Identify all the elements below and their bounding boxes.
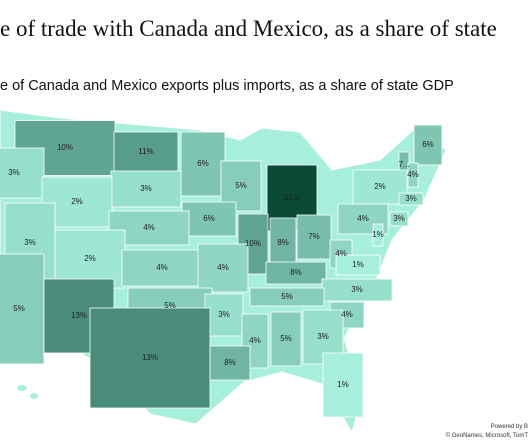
region: [197, 243, 249, 293]
region-label: 3%: [8, 168, 20, 177]
region: [389, 211, 409, 227]
region-label: 8%: [224, 358, 236, 367]
region-label: 5%: [235, 181, 247, 190]
region-label: 6%: [203, 214, 215, 223]
region-label: 11%: [138, 147, 153, 156]
region-label: 6%: [422, 140, 434, 149]
region-label: 10%: [245, 239, 261, 248]
region-label: 1%: [337, 380, 349, 389]
region: [249, 287, 325, 307]
region-label: 4%: [335, 249, 347, 258]
subtitle: e of Canada and Mexico exports plus impo…: [0, 78, 454, 94]
regions: [0, 120, 443, 418]
region-label: 4%: [357, 214, 369, 223]
region-label: 3%: [405, 194, 417, 203]
region-label: 3%: [140, 184, 152, 193]
region: [322, 352, 364, 418]
region-label: 4%: [249, 336, 261, 345]
labels: 10% 11%6%6%3%7...4%3% 5%2% 21%2%3%3%4%6%4%1…: [8, 140, 434, 389]
region: [54, 229, 126, 289]
region-label: 3%: [317, 332, 329, 341]
region-label: 4%: [156, 263, 168, 272]
region-label: 2%: [374, 182, 386, 191]
region: [413, 124, 443, 166]
region: [204, 293, 244, 337]
region-label: 6%: [197, 159, 209, 168]
region: [180, 131, 226, 197]
region-label: 1%: [352, 260, 364, 269]
region: [121, 249, 203, 287]
region-label: 1%: [372, 230, 384, 239]
region-label: 5%: [281, 292, 293, 301]
region-label: 8%: [290, 268, 302, 277]
region-label: 4%: [341, 310, 353, 319]
region: [296, 214, 332, 260]
region-label: 7%: [308, 232, 320, 241]
region: [352, 169, 408, 205]
region-label: 2%: [71, 197, 83, 206]
region: [372, 223, 384, 247]
attribution: Powered by B: [491, 424, 528, 430]
region-label: 3%: [393, 214, 405, 223]
region: [89, 307, 211, 409]
region-label: 5%: [13, 304, 25, 313]
region: [0, 253, 45, 365]
region: [270, 311, 302, 367]
region-label: 7...: [398, 160, 409, 169]
island: [17, 385, 27, 391]
region: [398, 192, 424, 206]
region: [407, 162, 419, 188]
region-label: 3%: [218, 310, 230, 319]
region: [209, 345, 251, 381]
region: [269, 217, 297, 269]
region-label: 3%: [24, 238, 36, 247]
region: [265, 261, 327, 285]
region-label: 4%: [407, 170, 419, 179]
region-label: 10%: [57, 143, 73, 152]
region-label: 4%: [143, 223, 155, 232]
region-label: 21%: [284, 193, 300, 202]
region-label: 5%: [280, 334, 292, 343]
title: e of trade with Canada and Mexico, as a …: [0, 16, 497, 41]
island: [30, 393, 38, 399]
region-label: 5%: [164, 301, 176, 310]
region-label: 4%: [217, 263, 229, 272]
region: [0, 147, 45, 199]
region-label: 13%: [71, 311, 87, 320]
region-label: 8%: [277, 238, 289, 247]
region-label: 13%: [142, 353, 158, 362]
region: [335, 254, 381, 276]
attribution: © GeoNames, Microsoft, TomT: [446, 432, 529, 439]
region: [181, 201, 237, 237]
region-label: 3%: [351, 285, 363, 294]
region-label: 2%: [84, 254, 96, 263]
